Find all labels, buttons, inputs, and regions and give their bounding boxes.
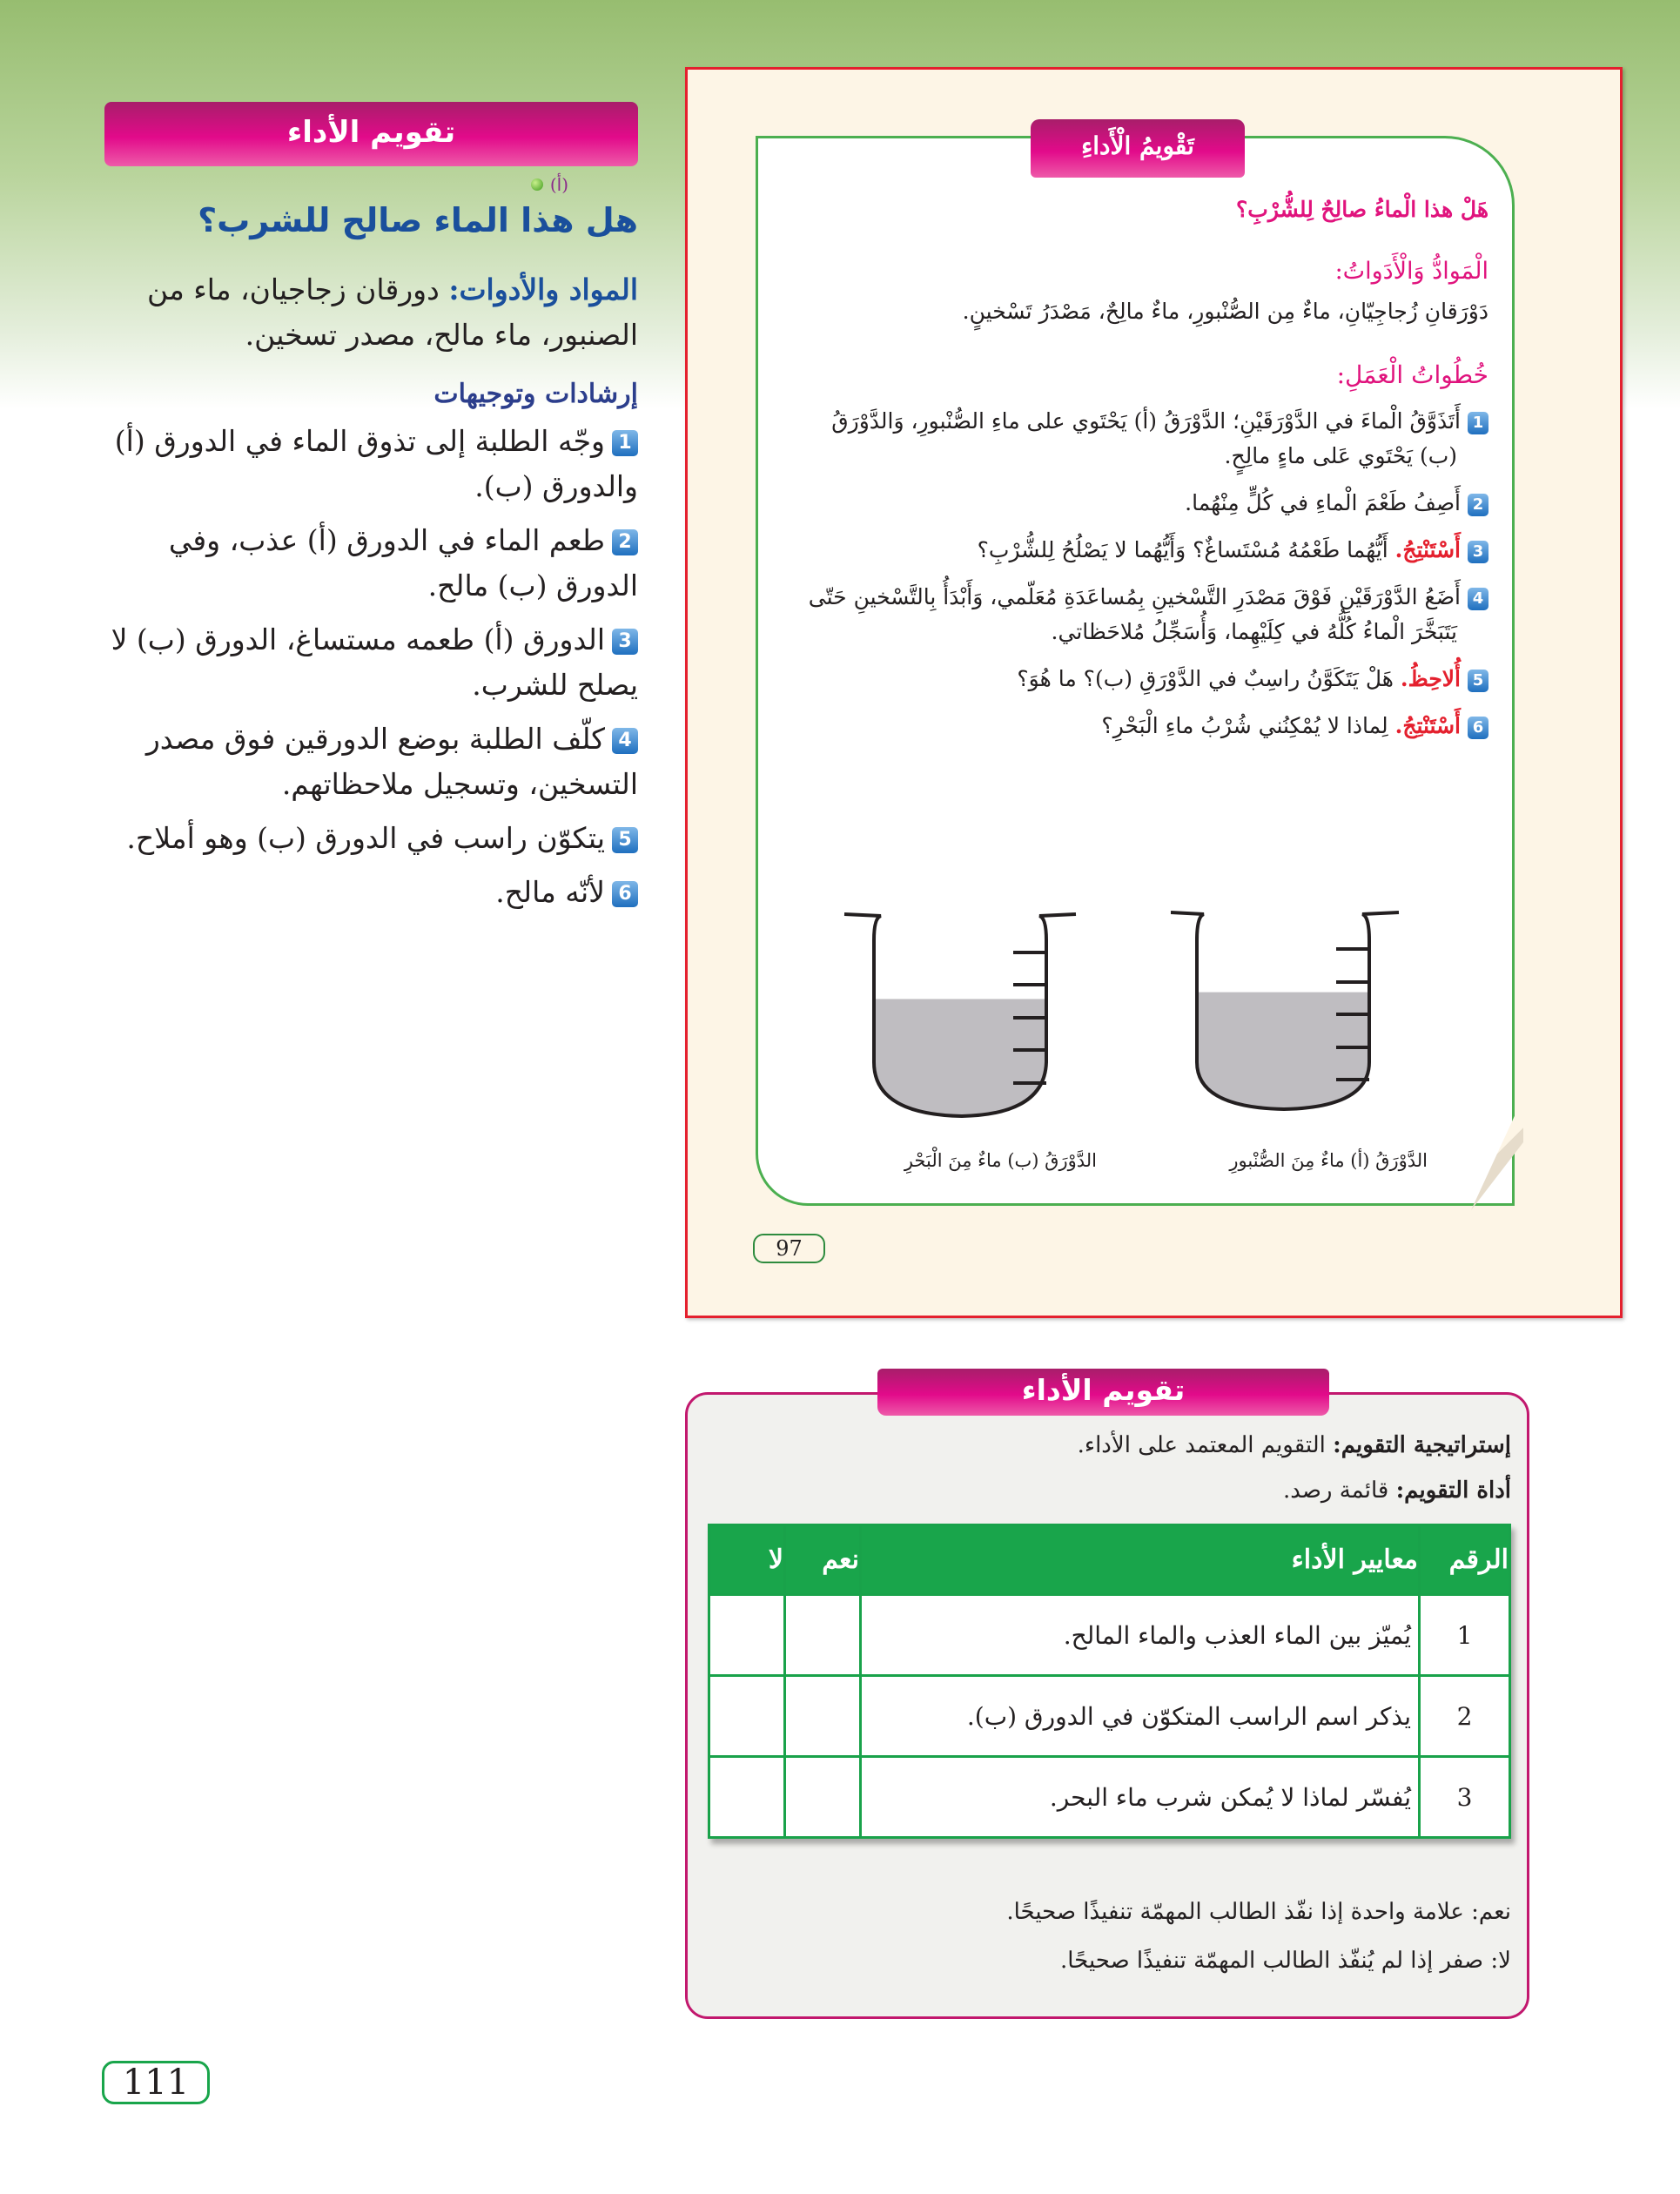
materials-text: دورقان زجاجيان، ماء من الصنبور، ماء مالح… [146, 273, 638, 352]
guidance-heading: إرشادات وتوجيهات [433, 379, 638, 409]
number-badge: 2 [1468, 493, 1488, 516]
strategy-value: التقويم المعتمد على الأداء. [1077, 1432, 1326, 1458]
left-materials: المواد والأدوات: دورقان زجاجيان، ماء من … [104, 267, 638, 358]
step-text: أَيُّهُما طَعْمُهُ مُسْتَساغٌ؟ وَأَيُّهُ… [977, 537, 1388, 562]
guidance-text: لأنّه مالح. [495, 875, 605, 909]
title-dot-icon [530, 178, 543, 191]
yes-cell[interactable] [783, 1755, 862, 1839]
left-column: تقويم الأداء (أ) هل هذا الماء صالح للشرب… [104, 102, 638, 915]
step-text: هَلْ يَتَكَوَّنُ راسِبٌ في الدَّوْرَقِ (… [1017, 666, 1394, 691]
no-cell[interactable] [708, 1755, 786, 1839]
steps-heading: خُطُواتُ الْعَمَلِ: [1336, 360, 1488, 389]
no-cell[interactable] [708, 1674, 786, 1758]
guidance-text: وجّه الطلبة إلى تذوق الماء في الدورق (أ)… [114, 424, 638, 503]
step-text: أَضَعُ الدَّوْرَقَيْنِ فَوْقَ مَصْدَرِ ا… [808, 584, 1461, 644]
step-item: 4 أَضَعُ الدَّوْرَقَيْنِ فَوْقَ مَصْدَرِ … [792, 580, 1488, 649]
step-text: أَتَذَوَّقُ الْماءَ في الدَّوْرَقَيْنِ؛ … [831, 408, 1461, 468]
number-badge: 3 [612, 629, 638, 655]
col-header-criteria: معايير الأداء [859, 1524, 1421, 1596]
number-badge: 4 [1468, 587, 1488, 610]
row-criterion: يُميّز بين الماء العذب والماء المالح. [859, 1593, 1421, 1677]
yes-cell[interactable] [783, 1674, 862, 1758]
row-number: 2 [1418, 1674, 1511, 1758]
graduation-marks [1336, 947, 1369, 1081]
number-badge: 6 [612, 881, 638, 907]
left-header: تقويم الأداء [104, 102, 638, 166]
row-criterion: يُفسّر لماذا لا يُمكن شرب ماء البحر. [859, 1755, 1421, 1839]
beaker-a-illustration [1171, 911, 1400, 1112]
beaker-b-illustration [843, 912, 1077, 1119]
number-badge: 4 [612, 728, 638, 754]
left-title-text: هل هذا الماء صالح للشرب؟ [198, 201, 638, 239]
tool-line: أداة التقويم: قائمة رصد. [708, 1473, 1511, 1508]
beaker-b-label: الدَّوْرَقُ (ب) ماءٌ مِنَ الْبَحْرِ [904, 1150, 1097, 1171]
assessment-content: إستراتيجية التقويم: التقويم المعتمد على … [708, 1428, 1511, 1978]
guidance-item: 6 لأنّه مالح. [104, 870, 638, 915]
step-keyword: أَسْتَنْتِجُ. [1394, 537, 1461, 562]
guidance-item: 4كلّف الطلبة بوضع الدورقين فوق مصدر التس… [104, 717, 638, 807]
col-header-no: لا [708, 1524, 786, 1596]
materials-line: دَوْرَقانِ زُجاجِيّانِ، ماءٌ مِن الصُّنْ… [962, 299, 1488, 324]
guidance-list: 1وجّه الطلبة إلى تذوق الماء في الدورق (أ… [104, 419, 638, 915]
step-keyword: أَسْتَنْتِجُ. [1394, 713, 1461, 738]
step-item: 1 أَتَذَوَّقُ الْماءَ في الدَّوْرَقَيْنِ؛… [792, 404, 1488, 474]
table-header-row: الرقم معايير الأداء نعم لا [708, 1524, 1511, 1596]
number-badge: 2 [612, 529, 638, 555]
graduation-marks [1013, 951, 1046, 1085]
table-row: 2 يذكر اسم الراسب المتكوّن في الدورق (ب)… [708, 1674, 1511, 1758]
steps-list: 1 أَتَذَوَّقُ الْماءَ في الدَّوْرَقَيْنِ؛… [792, 404, 1488, 744]
row-criterion: يذكر اسم الراسب المتكوّن في الدورق (ب). [859, 1674, 1421, 1758]
note-no: لا: صفر إذا لم يُنفّذ الطالب المهمّة تنف… [1059, 1948, 1511, 1974]
materials-label: المواد والأدوات: [448, 273, 638, 306]
guidance-item: 1وجّه الطلبة إلى تذوق الماء في الدورق (أ… [104, 419, 638, 509]
guidance-text: طعم الماء في الدورق (أ) عذب، وفي الدورق … [168, 523, 638, 602]
note-yes: نعم: علامة واحدة إذا نفّذ الطالب المهمّة… [1006, 1899, 1511, 1925]
assessment-tab: تقويم الأداء [877, 1369, 1329, 1416]
guidance-text: الدورق (أ) طعمه مستساغ، الدورق (ب) لا يص… [111, 623, 638, 702]
number-badge: 6 [1468, 716, 1488, 739]
yes-cell[interactable] [783, 1593, 862, 1677]
tool-label: أداة التقويم: [1395, 1477, 1511, 1504]
step-text: لِماذا لا يُمْكِنُني شُرْبُ ماءِ الْبَحْ… [1101, 713, 1388, 738]
student-page-number: 97 [753, 1234, 825, 1263]
step-text: أَصِفُ طَعْمَ الْماءِ في كُلٍّ مِنْهُما. [1185, 490, 1461, 515]
activity-content: هَلْ هذا الْماءُ صالِحٌ لِلشُّرْبِ؟ الْم… [792, 193, 1488, 744]
table-row: 3 يُفسّر لماذا لا يُمكن شرب ماء البحر. [708, 1755, 1511, 1839]
strategy-line: إستراتيجية التقويم: التقويم المعتمد على … [708, 1428, 1511, 1463]
title-marker-row: (أ) [104, 172, 638, 198]
strategy-label: إستراتيجية التقويم: [1333, 1432, 1511, 1458]
row-number: 3 [1418, 1755, 1511, 1839]
title-marker: (أ) [549, 174, 568, 195]
guidance-text: يتكوّن راسب في الدورق (ب) وهو أملاح. [126, 821, 605, 855]
activity-question: هَلْ هذا الْماءُ صالِحٌ لِلشُّرْبِ؟ [1236, 197, 1488, 222]
guidance-item: 2طعم الماء في الدورق (أ) عذب، وفي الدورق… [104, 518, 638, 609]
materials-heading: الْمَوادُّ وَالْأَدَواتُ: [1334, 258, 1488, 285]
number-badge: 5 [612, 827, 638, 853]
number-badge: 3 [1468, 540, 1488, 563]
guidance-item: 3الدورق (أ) طعمه مستساغ، الدورق (ب) لا ي… [104, 617, 638, 708]
no-cell[interactable] [708, 1593, 786, 1677]
checklist-table: الرقم معايير الأداء نعم لا 1 يُميّز بين … [708, 1524, 1511, 1839]
col-header-number: الرقم [1418, 1524, 1511, 1596]
step-item: 2 أَصِفُ طَعْمَ الْماءِ في كُلٍّ مِنْهُما… [792, 486, 1488, 521]
guidance-item: 5 يتكوّن راسب في الدورق (ب) وهو أملاح. [104, 816, 638, 861]
table-row: 1 يُميّز بين الماء العذب والماء المالح. [708, 1593, 1511, 1677]
step-keyword: أُلاحِظُ. [1400, 666, 1461, 691]
beaker-a-label: الدَّوْرَقُ (أ) ماءٌ مِنَ الصُّنْبورِ [1229, 1150, 1428, 1171]
activity-tab: تَقْويمُ الْأَداءِ [1031, 119, 1245, 178]
number-badge: 5 [1468, 669, 1488, 692]
row-number: 1 [1418, 1593, 1511, 1677]
step-item: 5 أُلاحِظُ. هَلْ يَتَكَوَّنُ راسِبٌ في ال… [792, 662, 1488, 697]
number-badge: 1 [1468, 411, 1488, 434]
col-header-yes: نعم [783, 1524, 862, 1596]
number-badge: 1 [612, 430, 638, 456]
step-item: 6 أَسْتَنْتِجُ. لِماذا لا يُمْكِنُني شُرْ… [792, 709, 1488, 744]
left-title: هل هذا الماء صالح للشرب؟ [104, 198, 638, 243]
water-level [1197, 992, 1369, 1109]
step-item: 3 أَسْتَنْتِجُ. أَيُّهُما طَعْمُهُ مُسْتَ… [792, 533, 1488, 568]
page-number-badge: 111 [102, 2061, 210, 2104]
guidance-text: كلّف الطلبة بوضع الدورقين فوق مصدر التسخ… [145, 722, 638, 801]
tool-value: قائمة رصد. [1282, 1477, 1389, 1504]
